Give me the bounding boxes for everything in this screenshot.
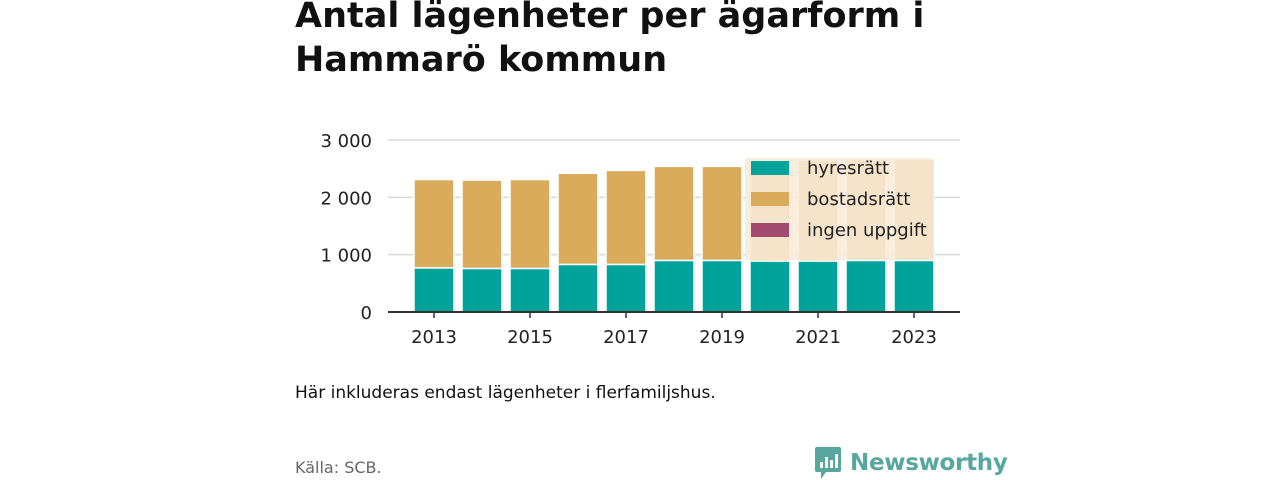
bar-segment [461,267,503,313]
legend-label: ingen uppgift [807,220,927,241]
legend-swatch [751,223,789,237]
x-tick-label: 2023 [891,327,937,348]
bar-segment [509,267,551,313]
legend-swatch [751,161,789,175]
bar-segment [557,172,599,266]
bar-segment [845,259,887,313]
bar-segment [413,178,455,269]
stacked-bar-chart: 0 1 000 2 000 3 000 hyresrätt bostadsrätt inge… [320,131,960,348]
x-tick-label: 2017 [603,327,649,348]
bar-segment [749,260,791,313]
bar-segment [605,263,647,313]
x-tick-label: 2013 [411,327,457,348]
legend-label: hyresrätt [807,158,889,179]
brand-name: Newsworthy [850,450,1008,476]
source-text: Källa: SCB. [295,458,382,477]
bar-segment [413,267,455,313]
bar-chart-speech-bubble-icon [815,447,841,479]
x-tick-label: 2015 [507,327,553,348]
bar-segment [653,259,695,313]
bar-segment [701,259,743,313]
y-tick-label: 2 000 [320,188,372,209]
legend-label: bostadsrätt [807,189,910,210]
chart-note: Här inkluderas endast lägenheter i flerf… [295,383,716,403]
y-tick-label: 1 000 [320,246,372,267]
bar-segment [653,165,695,262]
brand-logo: Newsworthy [814,446,1008,480]
bar-segment [557,263,599,313]
x-tick-label: 2019 [699,327,745,348]
bar-segment [797,260,839,313]
bar-segment [701,165,743,262]
bar-segment [893,259,935,313]
x-tick-label: 2021 [795,327,841,348]
bar-segment [461,179,503,270]
bar-segment [605,169,647,266]
chart-title: Antal lägenheter per ägarform i Hammarö … [295,0,925,80]
y-tick-label: 0 [361,303,372,324]
y-tick-label: 3 000 [320,131,372,152]
bar-segment [509,178,551,270]
legend-swatch [751,192,789,206]
